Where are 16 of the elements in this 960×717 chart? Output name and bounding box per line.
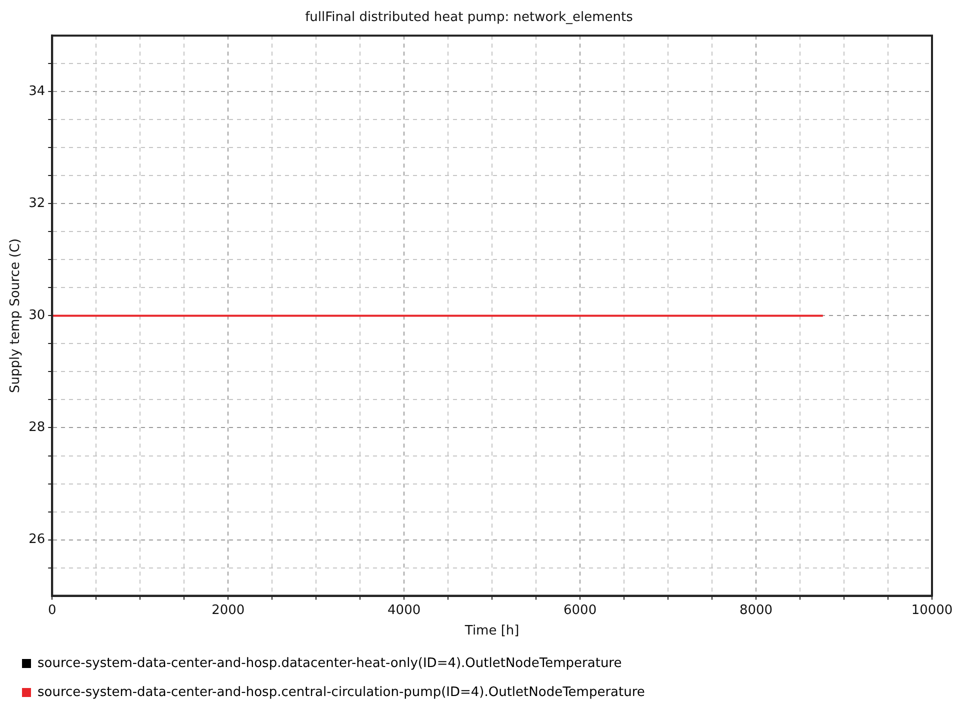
y-tick-label: 34: [28, 84, 46, 99]
x-tick-label: 6000: [564, 602, 597, 618]
x-tick-label: 10000: [911, 602, 953, 618]
x-axis-title: Time [h]: [464, 624, 520, 639]
chart-title: fullFinal distributed heat pump: network_elements: [305, 10, 634, 26]
legend-label: source-system-data-center-and-hosp.datacenter-heat-only(ID=4).OutletNodeTemperature: [38, 656, 622, 671]
x-tick-label: 2000: [212, 602, 245, 618]
y-tick-label: 26: [28, 532, 46, 548]
y-tick-label: 28: [28, 420, 46, 436]
y-tick-label: 30: [28, 308, 46, 324]
x-tick-label: 0: [48, 602, 56, 618]
x-tick-label: 8000: [739, 602, 773, 618]
legend-label: source-system-data-center-and-hosp.central-circulation-pump(ID=4).OutletNodeTemperature: [38, 684, 645, 700]
y-tick-label: 32: [28, 196, 46, 212]
y-axis-title: Supply temp Source (C): [8, 238, 24, 393]
x-tick-label: 4000: [388, 602, 421, 618]
